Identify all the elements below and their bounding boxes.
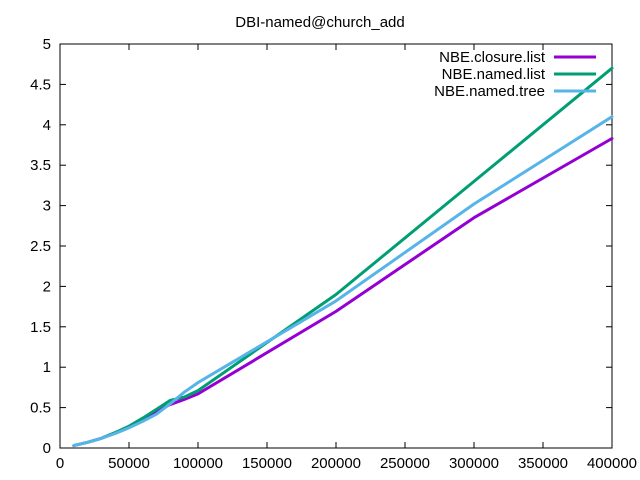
- y-tick-label: 4: [43, 117, 51, 134]
- y-tick-label: 3.5: [30, 157, 51, 174]
- legend-label: NBE.named.list: [442, 66, 546, 83]
- y-tick-label: 2: [43, 278, 51, 295]
- x-tick-label: 0: [56, 455, 64, 472]
- series-line-nbe-named-list: [72, 66, 614, 448]
- x-tick-label: 50000: [108, 455, 150, 472]
- x-tick-label: 250000: [380, 455, 430, 472]
- legend-label: NBE.named.tree: [434, 83, 545, 100]
- series-lines: [72, 66, 614, 448]
- y-tick-label: 1.5: [30, 319, 51, 336]
- y-tick-label: 0: [43, 440, 51, 457]
- series-line-nbe-named-tree: [72, 115, 614, 448]
- chart-title: DBI-named@church_add: [235, 14, 404, 31]
- legend-label: NBE.closure.list: [439, 49, 546, 66]
- plot-frame: [59, 43, 613, 449]
- y-tick-label: 1: [43, 359, 51, 376]
- x-tick-label: 400000: [587, 455, 637, 472]
- series-line-nbe-closure-list: [72, 137, 614, 448]
- x-tick-label: 350000: [518, 455, 568, 472]
- legend: NBE.closure.listNBE.named.listNBE.named.…: [434, 49, 596, 100]
- y-tick-label: 0.5: [30, 400, 51, 417]
- x-tick-label: 150000: [242, 455, 292, 472]
- y-tick-label: 4.5: [30, 76, 51, 93]
- y-tick-label: 5: [43, 36, 51, 53]
- y-axis: 0 0.5 1 1.5 2 2.5 3 3.5 4 4.5 5: [30, 36, 612, 457]
- x-tick-label: 200000: [311, 455, 361, 472]
- x-axis: 0 50000 100000 150000 200000 250000 300000 3500…: [56, 44, 637, 472]
- x-tick-label: 300000: [449, 455, 499, 472]
- y-tick-label: 3: [43, 198, 51, 215]
- y-tick-label: 2.5: [30, 238, 51, 255]
- x-tick-label: 100000: [173, 455, 223, 472]
